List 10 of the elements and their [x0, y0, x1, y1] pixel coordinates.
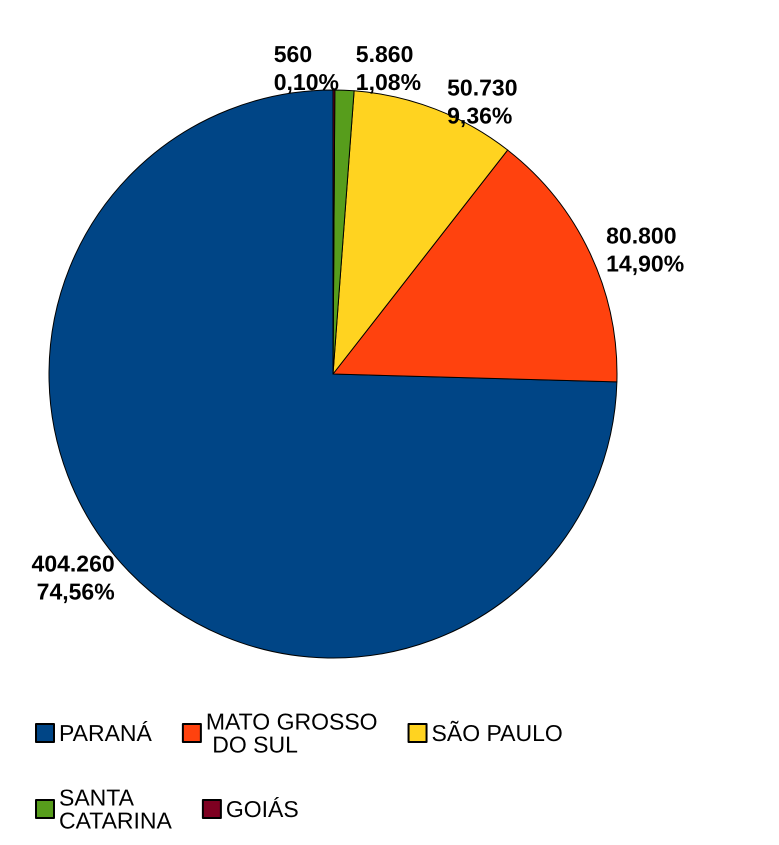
- legend-label: SANTA CATARINA: [59, 784, 173, 834]
- data-label: 80.800 14,90%: [606, 222, 684, 277]
- data-label: 50.730 9,36%: [447, 74, 518, 129]
- legend-label: PARANÁ: [59, 720, 153, 746]
- data-label: 5.860 1,08%: [356, 41, 422, 96]
- data-label: 560 0,10%: [274, 41, 339, 95]
- legend-label: SÃO PAULO: [432, 720, 563, 746]
- legend-label: MATO GROSSO DO SUL: [206, 708, 378, 758]
- legend-label: GOIÁS: [226, 796, 299, 822]
- data-label: 404.260 74,56%: [32, 550, 115, 605]
